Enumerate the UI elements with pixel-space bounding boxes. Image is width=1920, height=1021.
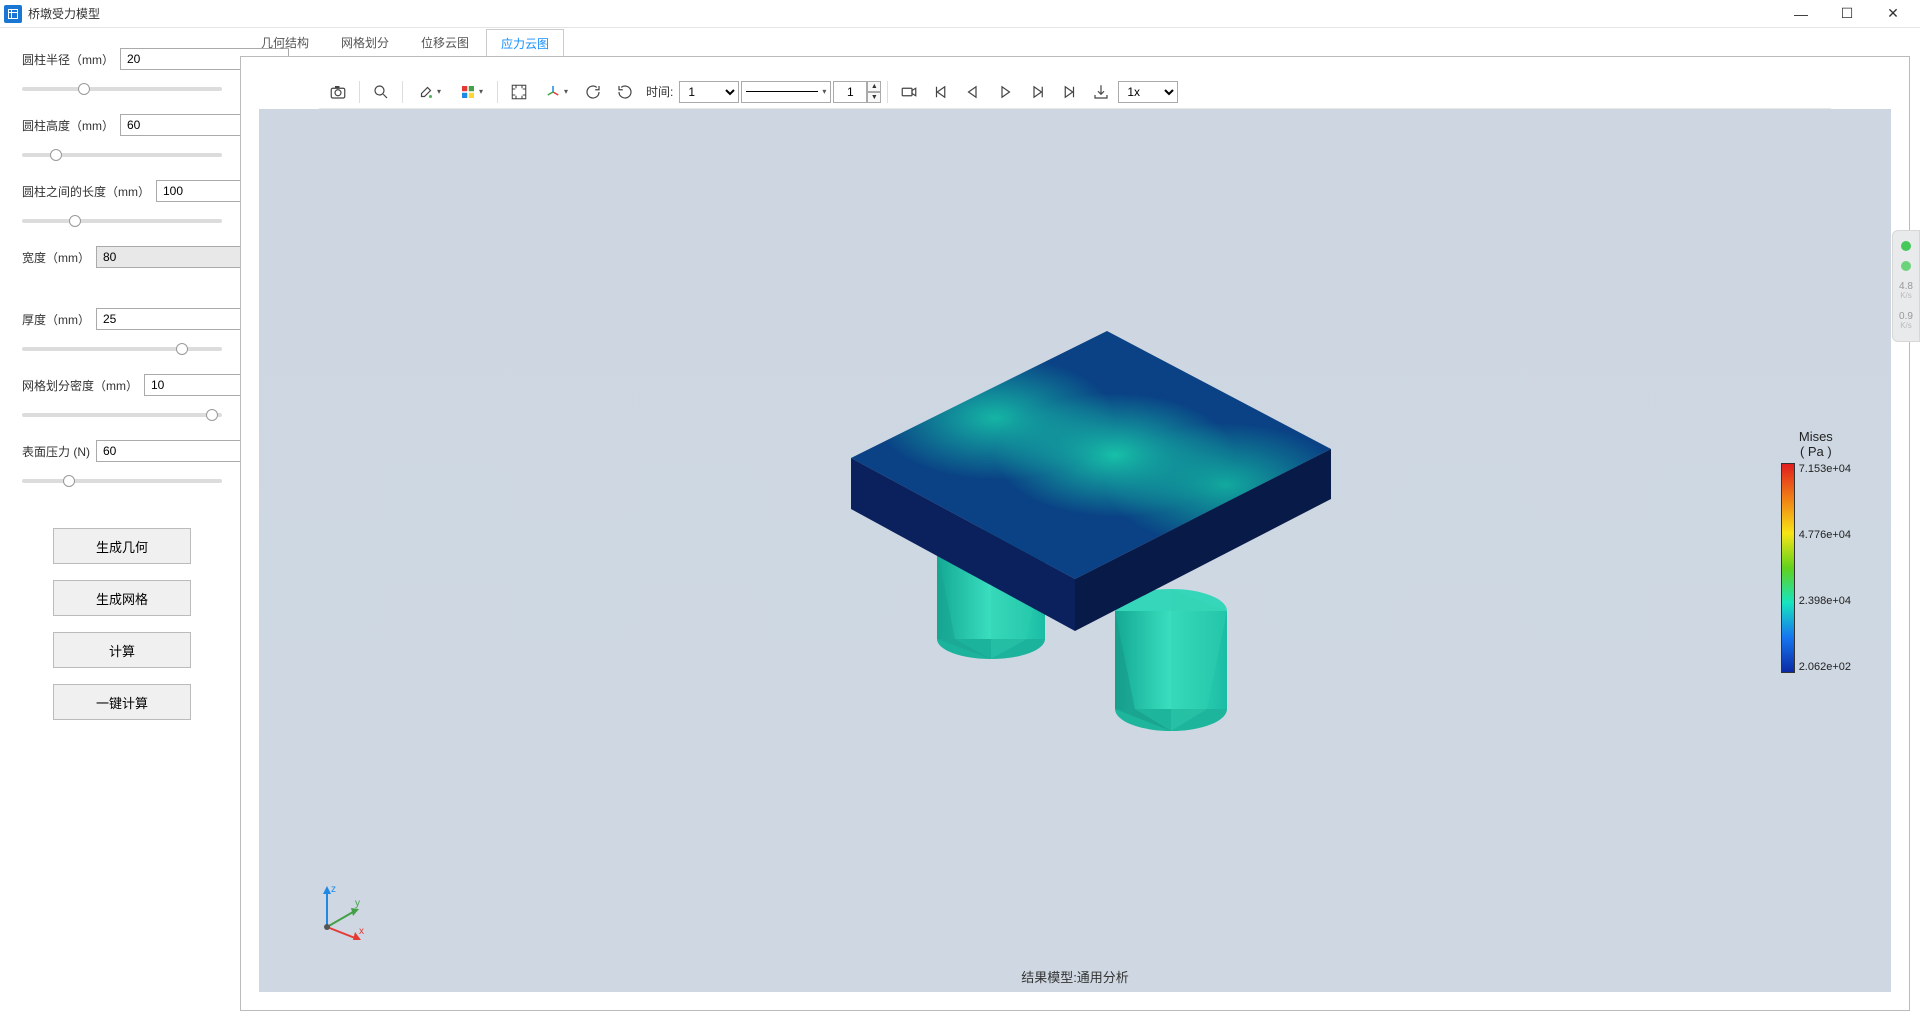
skip-start-icon[interactable] (926, 77, 956, 107)
rotate-ccw-icon[interactable] (610, 77, 640, 107)
prev-frame-icon[interactable] (958, 77, 988, 107)
sidebar-button-2[interactable]: 计算 (53, 632, 191, 668)
param-row-1: 圆柱高度（mm） (22, 114, 222, 136)
line-width-input[interactable] (833, 81, 867, 103)
viewport-panel: 时间: 1 ▲▼ 1x (240, 56, 1910, 1011)
param-label: 圆柱高度（mm） (22, 117, 114, 134)
tab-2[interactable]: 位移云图 (406, 28, 484, 56)
play-icon[interactable] (990, 77, 1020, 107)
tab-strip: 几何结构网格划分位移云图应力云图 (240, 28, 1910, 56)
result-label: 结果模型:通用分析 (1021, 967, 1129, 986)
param-label: 圆柱半径（mm） (22, 51, 114, 68)
window-title: 桥墩受力模型 (28, 5, 100, 22)
next-frame-icon[interactable] (1022, 77, 1052, 107)
param-label: 表面压力 (N) (22, 443, 90, 460)
param-slider[interactable] (22, 406, 222, 420)
record-icon[interactable] (894, 77, 924, 107)
sidebar-button-3[interactable]: 一键计算 (53, 684, 191, 720)
axis-gizmo: z y x (309, 882, 369, 942)
minimize-button[interactable]: — (1778, 0, 1824, 28)
helper-panel: 4.8 K/s 0.9 K/s (1892, 230, 1920, 342)
playback-speed-select[interactable]: 1x (1118, 81, 1178, 103)
rotate-cw-icon[interactable] (578, 77, 608, 107)
legend-tick: 7.153e+04 (1799, 463, 1851, 475)
legend-ticks: 7.153e+04 4.776e+04 2.398e+04 2.062e+02 (1795, 463, 1851, 673)
status-dot-green1-icon (1901, 241, 1911, 251)
param-label: 宽度（mm） (22, 249, 90, 266)
legend-bar (1781, 463, 1795, 673)
status-dot-green2-icon (1901, 261, 1911, 271)
close-button[interactable]: ✕ (1870, 0, 1916, 28)
helper-metric-1: 4.8 K/s (1899, 281, 1913, 301)
param-label: 网格划分密度（mm） (22, 377, 138, 394)
maximize-button[interactable]: ☐ (1824, 0, 1870, 28)
zoom-icon[interactable] (366, 77, 396, 107)
titlebar: 桥墩受力模型 — ☐ ✕ (0, 0, 1920, 28)
spin-up-icon[interactable]: ▲ (867, 81, 881, 92)
param-label: 厚度（mm） (22, 311, 90, 328)
param-label: 圆柱之间的长度（mm） (22, 183, 150, 200)
param-slider[interactable] (22, 340, 222, 354)
sidebar-buttons: 生成几何生成网格计算一键计算 (22, 528, 222, 720)
color-legend: Mises ( Pa ) 7.153e+04 4.776e+04 2.398e+04… (1781, 429, 1851, 673)
legend-tick: 4.776e+04 (1799, 529, 1851, 541)
window-controls: — ☐ ✕ (1778, 0, 1916, 28)
axis-view-dropdown-icon[interactable] (536, 77, 576, 107)
skip-end-icon[interactable] (1054, 77, 1084, 107)
tab-3[interactable]: 应力云图 (486, 29, 564, 57)
cube-palette-dropdown-icon[interactable] (451, 77, 491, 107)
line-style-select[interactable] (741, 81, 831, 103)
svg-text:y: y (355, 898, 360, 909)
export-icon[interactable] (1086, 77, 1116, 107)
param-row-4: 厚度（mm） (22, 308, 222, 330)
param-slider[interactable] (22, 212, 222, 226)
legend-unit: ( Pa ) (1799, 444, 1833, 459)
helper-metric-2: 0.9 K/s (1899, 311, 1913, 331)
param-slider[interactable] (22, 80, 222, 94)
3d-viewport[interactable]: z y x Mises ( Pa ) (259, 109, 1891, 992)
legend-tick: 2.398e+04 (1799, 595, 1851, 607)
param-row-0: 圆柱半径（mm） (22, 48, 222, 70)
legend-title: Mises (1799, 429, 1833, 444)
spin-down-icon[interactable]: ▼ (867, 92, 881, 103)
param-row-3: 宽度（mm） (22, 246, 222, 268)
param-row-6: 表面压力 (N) (22, 440, 222, 462)
sidebar-button-0[interactable]: 生成几何 (53, 528, 191, 564)
line-width-spin[interactable]: ▲▼ (833, 81, 881, 103)
time-label: 时间: (646, 83, 673, 100)
sidebar-button-1[interactable]: 生成网格 (53, 580, 191, 616)
sidebar: 圆柱半径（mm） 圆柱高度（mm） 圆柱之间的长度（mm） 宽度（mm） 厚度（mm） 网… (0, 28, 240, 1021)
tab-0[interactable]: 几何结构 (246, 28, 324, 56)
app-icon (4, 5, 22, 23)
time-select[interactable]: 1 (679, 81, 739, 103)
param-row-5: 网格划分密度（mm） (22, 374, 222, 396)
camera-snapshot-icon[interactable] (323, 77, 353, 107)
svg-text:x: x (359, 926, 364, 937)
param-row-2: 圆柱之间的长度（mm） (22, 180, 222, 202)
paint-dropdown-icon[interactable] (409, 77, 449, 107)
viewport-toolbar: 时间: 1 ▲▼ 1x (319, 75, 1831, 109)
legend-tick: 2.062e+02 (1799, 661, 1851, 673)
fit-view-icon[interactable] (504, 77, 534, 107)
tab-1[interactable]: 网格划分 (326, 28, 404, 56)
param-slider[interactable] (22, 146, 222, 160)
content-area: 几何结构网格划分位移云图应力云图 时间: 1 ▲▼ (240, 28, 1920, 1021)
model-render (755, 293, 1395, 773)
param-slider[interactable] (22, 472, 222, 486)
svg-text:z: z (331, 884, 336, 895)
